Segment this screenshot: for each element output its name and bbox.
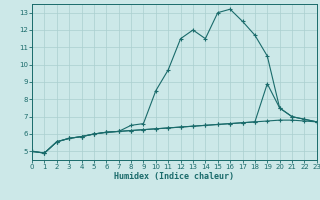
X-axis label: Humidex (Indice chaleur): Humidex (Indice chaleur) xyxy=(115,172,234,181)
